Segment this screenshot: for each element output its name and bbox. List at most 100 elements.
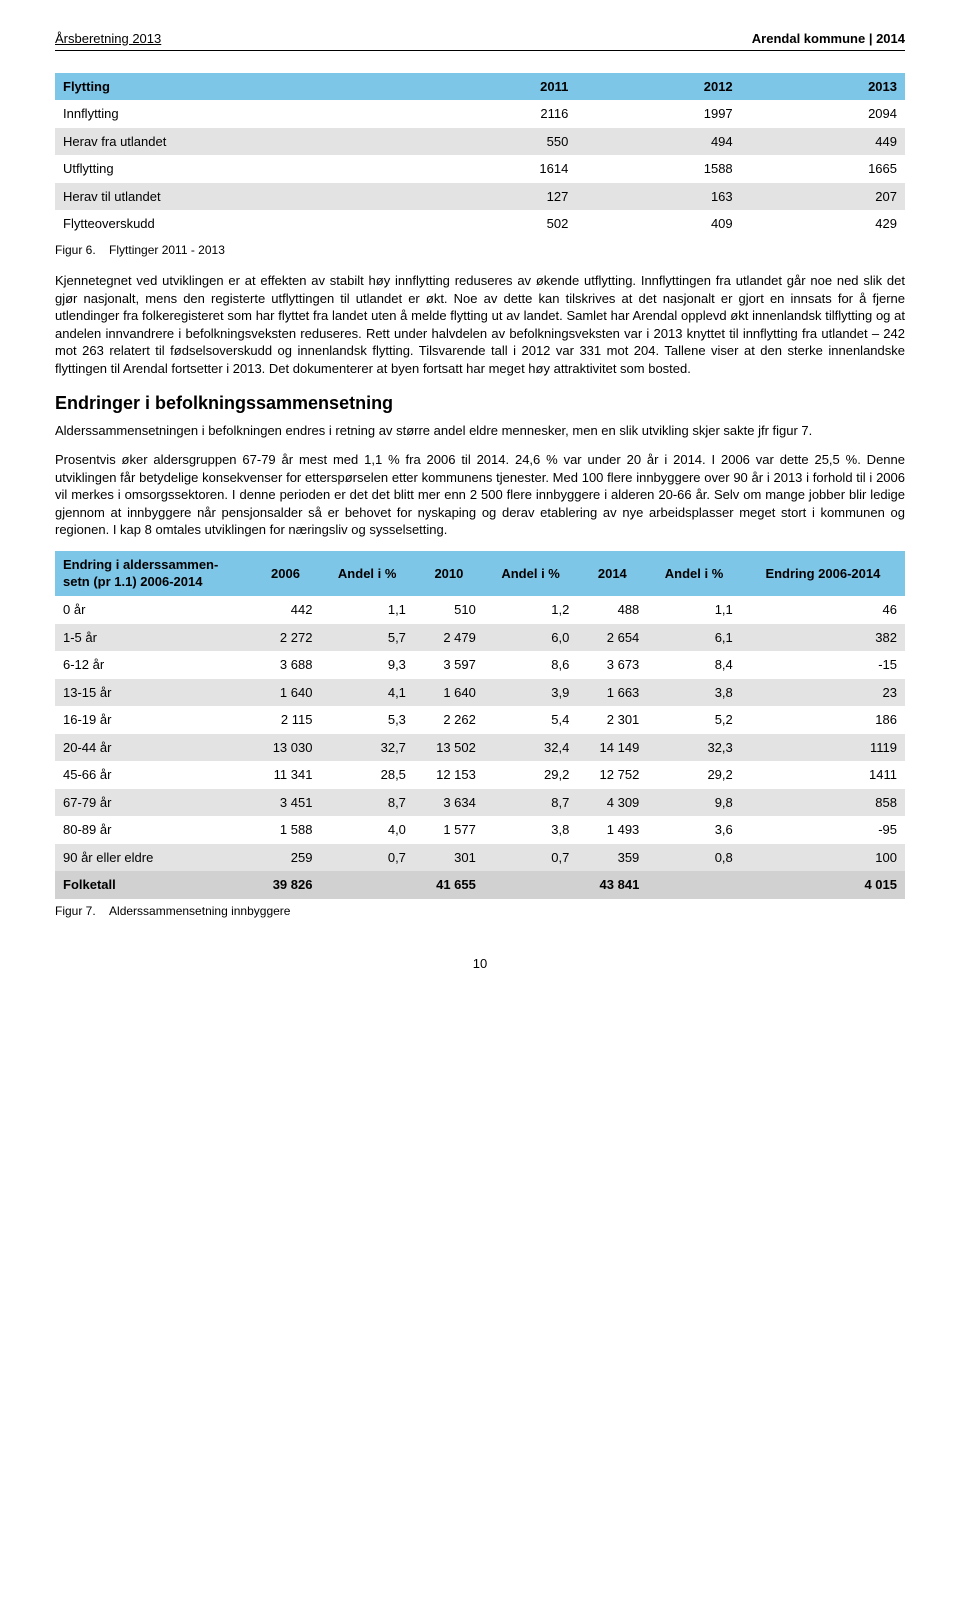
table-cell: 382 [741,624,905,652]
table-cell: 1614 [412,155,576,183]
col-endring-range: Endring 2006-2014 [741,551,905,596]
figure-label: Figur 7. [55,904,96,918]
table-cell: 2 262 [414,706,484,734]
table-cell: Folketall [55,871,251,899]
table-row: Utflytting161415881665 [55,155,905,183]
col-2011: 2011 [412,73,576,101]
table-cell: 2 479 [414,624,484,652]
table-cell: 32,7 [320,734,413,762]
col-endring: Endring i alderssammen-setn (pr 1.1) 200… [55,551,251,596]
table-cell: 6-12 år [55,651,251,679]
table-cell: 1,1 [320,596,413,624]
table-cell: 163 [576,183,740,211]
table-cell: 1 640 [414,679,484,707]
paragraph-3: Prosentvis øker aldersgruppen 67-79 år m… [55,451,905,539]
table-cell: 442 [251,596,321,624]
table-cell: Utflytting [55,155,412,183]
table-cell: 20-44 år [55,734,251,762]
table-cell: 1997 [576,100,740,128]
table-row: Herav til utlandet127163207 [55,183,905,211]
table-cell: 41 655 [414,871,484,899]
header-right: Arendal kommune | 2014 [752,30,905,48]
table-cell: 8,6 [484,651,577,679]
figure-7-caption: Figur 7. Alderssammensetning innbyggere [55,903,905,919]
table-cell: 3 673 [577,651,647,679]
table-cell: 207 [741,183,905,211]
table-cell: 12 752 [577,761,647,789]
table-cell [320,871,413,899]
table-row: 90 år eller eldre2590,73010,73590,8100 [55,844,905,872]
table-cell: 8,7 [320,789,413,817]
col-2006: 2006 [251,551,321,596]
table-cell: 0,7 [320,844,413,872]
table-cell: 127 [412,183,576,211]
figure-label: Figur 6. [55,243,96,257]
table-cell: 550 [412,128,576,156]
table-row: 6-12 år3 6889,33 5978,63 6738,4-15 [55,651,905,679]
table-cell: 3 451 [251,789,321,817]
table-cell: 45-66 år [55,761,251,789]
table-cell: 16-19 år [55,706,251,734]
table-cell: 494 [576,128,740,156]
figure-6-caption: Figur 6. Flyttinger 2011 - 2013 [55,242,905,258]
table-cell: 2116 [412,100,576,128]
table-cell: 13-15 år [55,679,251,707]
table-cell: 8,7 [484,789,577,817]
table-cell: 100 [741,844,905,872]
table-cell: 1 640 [251,679,321,707]
table-cell: 3 597 [414,651,484,679]
col-2010: 2010 [414,551,484,596]
table-cell: 3,9 [484,679,577,707]
table-cell: 3 688 [251,651,321,679]
table-cell: 1-5 år [55,624,251,652]
table-cell: 259 [251,844,321,872]
table-cell: -15 [741,651,905,679]
paragraph-2: Alderssammensetningen i befolkningen end… [55,422,905,440]
col-2012: 2012 [576,73,740,101]
table-cell: 9,8 [647,789,740,817]
table-cell: Herav til utlandet [55,183,412,211]
table-cell: 502 [412,210,576,238]
table-cell: 1 663 [577,679,647,707]
figure-text: Alderssammensetning innbyggere [109,904,290,918]
table-cell: 90 år eller eldre [55,844,251,872]
table-cell: 2 654 [577,624,647,652]
table-row: 13-15 år1 6404,11 6403,91 6633,823 [55,679,905,707]
table-header-row: Flytting 2011 2012 2013 [55,73,905,101]
table-total-row: Folketall39 82641 65543 8414 015 [55,871,905,899]
table-row: Herav fra utlandet550494449 [55,128,905,156]
table-row: 45-66 år11 34128,512 15329,212 75229,214… [55,761,905,789]
header-left: Årsberetning 2013 [55,30,161,48]
table-cell: 23 [741,679,905,707]
page-header: Årsberetning 2013 Arendal kommune | 2014 [55,30,905,51]
table-cell: 0,8 [647,844,740,872]
col-andel1: Andel i % [320,551,413,596]
table-cell: 449 [741,128,905,156]
table-cell: 80-89 år [55,816,251,844]
table-cell: 1 493 [577,816,647,844]
col-2013: 2013 [741,73,905,101]
table-cell: 2094 [741,100,905,128]
table-cell: 6,1 [647,624,740,652]
table-cell: 186 [741,706,905,734]
table-row: 16-19 år2 1155,32 2625,42 3015,2186 [55,706,905,734]
table-cell: 1411 [741,761,905,789]
table-row: Flytteoverskudd502409429 [55,210,905,238]
table-cell: 4 309 [577,789,647,817]
table-cell: 12 153 [414,761,484,789]
table-cell: 5,7 [320,624,413,652]
table-cell: Innflytting [55,100,412,128]
table-cell: 13 502 [414,734,484,762]
table-cell [647,871,740,899]
table-cell: 510 [414,596,484,624]
col-2014: 2014 [577,551,647,596]
table-cell: 32,3 [647,734,740,762]
figure-text: Flyttinger 2011 - 2013 [109,243,225,257]
table-cell: 2 272 [251,624,321,652]
table-header-row: Endring i alderssammen-setn (pr 1.1) 200… [55,551,905,596]
table-cell: 4,0 [320,816,413,844]
table-cell: 4,1 [320,679,413,707]
table-cell: 1 577 [414,816,484,844]
table-row: 67-79 år3 4518,73 6348,74 3099,8858 [55,789,905,817]
table-cell: 32,4 [484,734,577,762]
